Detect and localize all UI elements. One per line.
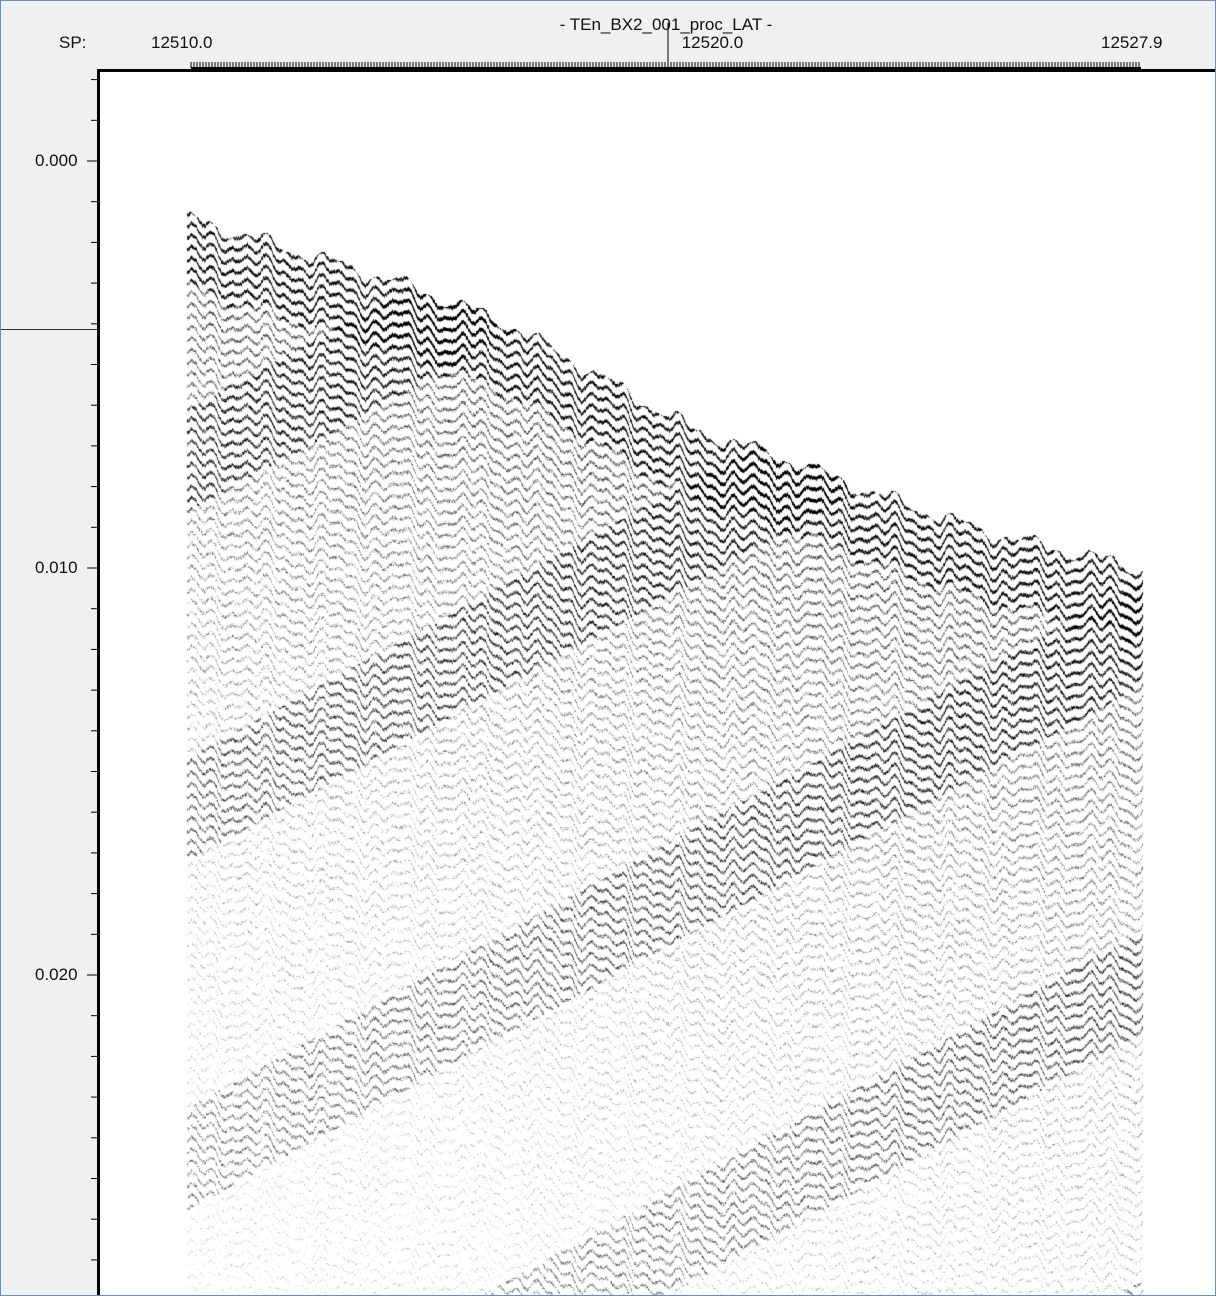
sp-tick-label: 12527.9	[1101, 33, 1163, 52]
time-tick-label: 0.010	[35, 558, 78, 577]
sp-axis-ticks	[190, 62, 1141, 69]
time-tick-label: 0.020	[35, 965, 78, 984]
time-axis-ticks	[87, 79, 97, 1261]
sp-tick-label: 12520.0	[681, 33, 744, 52]
sp-tick-label: 12510.0	[151, 33, 213, 52]
panel-split-line[interactable]	[1, 329, 97, 330]
line-title: - TEn_BX2_001_proc_LAT -	[559, 15, 773, 34]
header-bar	[1, 1, 1215, 71]
seismic-section-image[interactable]	[100, 72, 1215, 1295]
sp-axis-label: SP:	[59, 33, 87, 52]
time-tick-label: 0.000	[35, 151, 78, 170]
time-axis-panel	[1, 71, 99, 1295]
